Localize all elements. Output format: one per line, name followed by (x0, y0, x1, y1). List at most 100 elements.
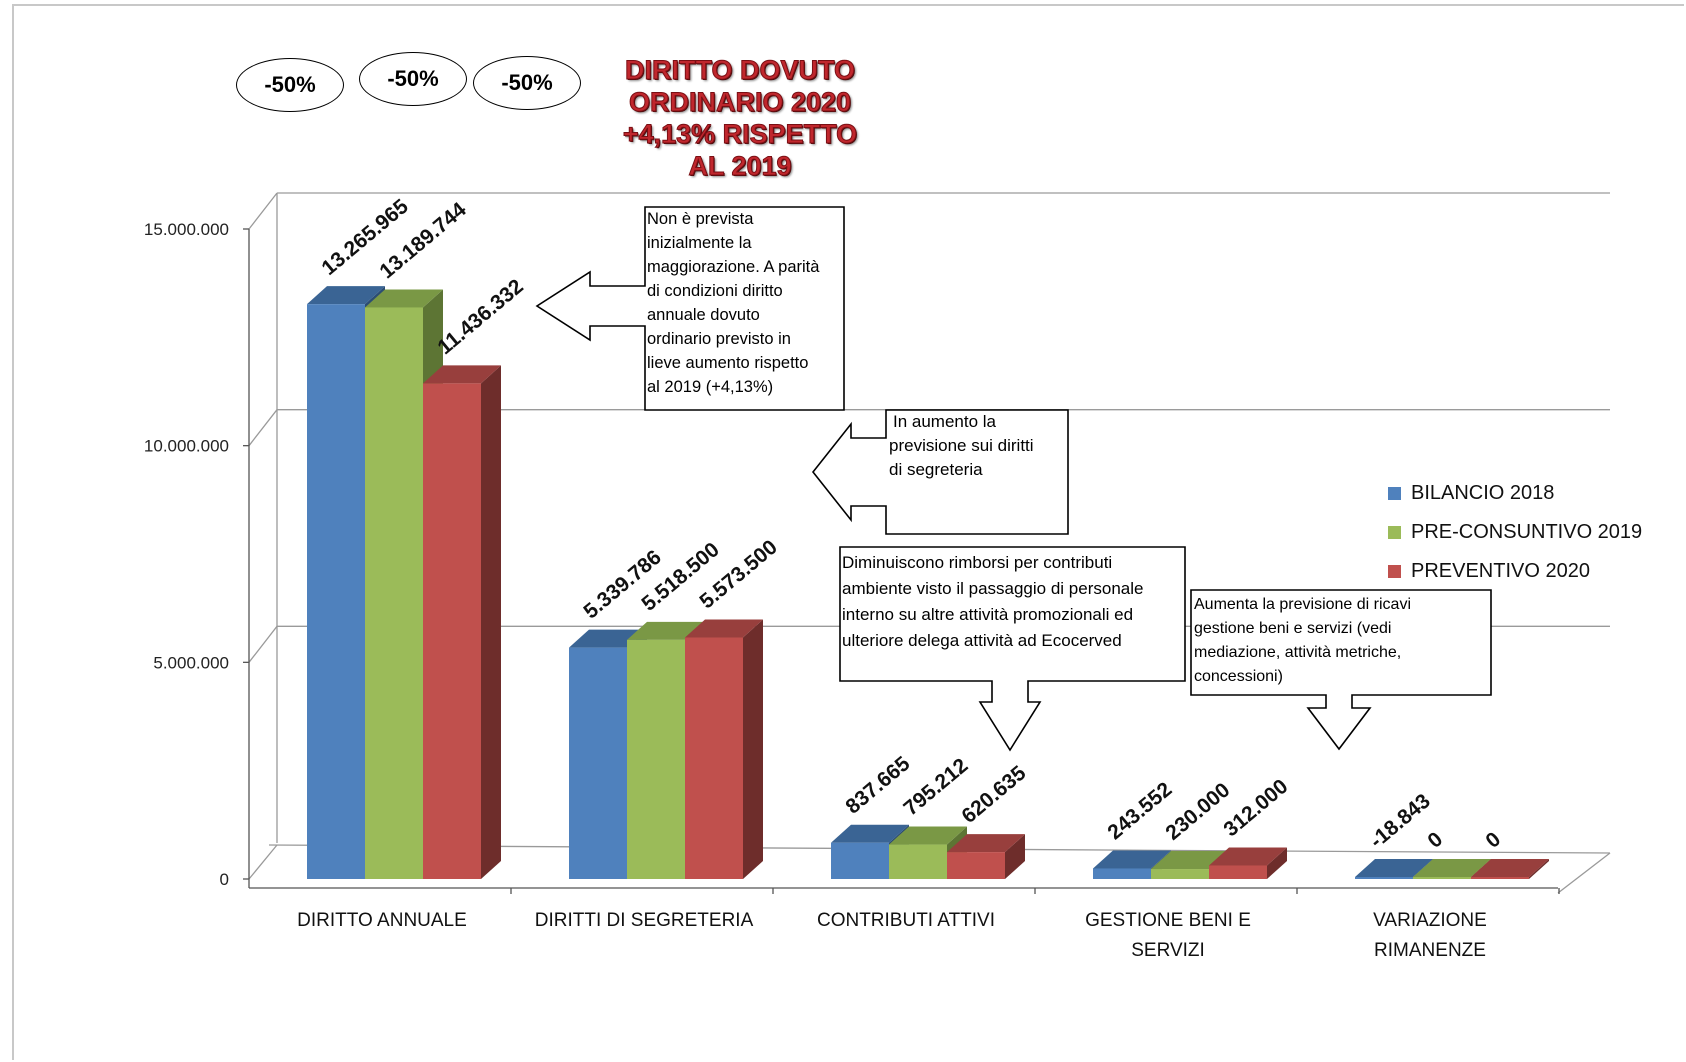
badge-3: -50% (473, 56, 581, 110)
bar-top (1093, 850, 1171, 869)
floor-right-edge (1557, 852, 1611, 894)
callout-gestione-box (1190, 589, 1492, 751)
bar (1355, 877, 1413, 879)
title-line: AL 2019 (688, 151, 792, 182)
callout-line: Aumenta la previsione di ricavi (1194, 596, 1411, 613)
x-category-label: CONTRIBUTI ATTIVI (817, 910, 995, 931)
callout-gestione-text: Aumenta la previsione di ricavi gestione… (1194, 593, 1411, 689)
callout-line: maggiorazione. A parità (647, 258, 820, 276)
bar (1151, 869, 1209, 879)
callout-segreteria-text: In aumento la previsione sui diritti di … (889, 410, 1034, 482)
gridline-diagonal (248, 409, 278, 447)
legend-item: BILANCIO 2018 (1388, 474, 1642, 513)
callout-line: In aumento la (893, 412, 997, 431)
bar-top (831, 824, 909, 843)
gridline-diagonal (248, 625, 278, 663)
chart-title: DIRITTO DOVUTO ORDINARIO 2020 +4,13% RIS… (600, 54, 880, 182)
bar (889, 844, 947, 879)
bar (1093, 868, 1151, 879)
bar (307, 304, 365, 880)
data-label: 243.552 (1103, 778, 1176, 844)
bar-top (1151, 851, 1229, 870)
bar-top (1209, 847, 1287, 866)
x-category-label: GESTIONE BENI E (1085, 910, 1251, 931)
y-tick-label: 5.000.000 (153, 653, 229, 672)
title-line: DIRITTO DOVUTO (624, 55, 855, 86)
bar (627, 639, 685, 879)
bar-side (1005, 834, 1025, 879)
legend-label: BILANCIO 2018 (1411, 482, 1555, 504)
x-category-label: DIRITTO ANNUALE (297, 910, 467, 931)
legend-swatch (1388, 487, 1401, 500)
data-label: 0 (1423, 828, 1447, 853)
bar-top (1471, 859, 1549, 877)
legend-item: PREVENTIVO 2020 (1388, 552, 1642, 591)
bar-side (743, 619, 763, 879)
x-category-label: SERVIZI (1131, 940, 1205, 961)
legend-label: PRE-CONSUNTIVO 2019 (1411, 521, 1643, 543)
bar-side (1267, 847, 1287, 879)
legend-item: PRE-CONSUNTIVO 2019 (1388, 513, 1642, 552)
bar (831, 842, 889, 879)
legend-swatch (1388, 565, 1401, 578)
bar-top (365, 289, 443, 308)
callout-line: interno su altre attività promozionali e… (842, 605, 1134, 624)
bar (1209, 865, 1267, 879)
callout-diritto-annuale-box (535, 206, 845, 411)
callout-line: annuale dovuto (647, 306, 760, 324)
bar-top (423, 365, 501, 384)
legend-label: PREVENTIVO 2020 (1411, 560, 1590, 582)
callout-line: inizialmente la (647, 234, 752, 252)
callout-segreteria-box (811, 409, 1069, 535)
bar-top (1413, 859, 1491, 877)
callout-line: mediazione, attività metriche, (1194, 644, 1402, 661)
x-category-label: VARIAZIONE (1373, 910, 1487, 931)
bar (423, 383, 481, 879)
y-tick-label: 10.000.000 (144, 437, 229, 456)
bar-top (889, 826, 967, 845)
data-label: -18.843 (1365, 789, 1434, 852)
callout-line: concessioni) (1194, 668, 1283, 685)
data-label: 11.436.332 (433, 275, 527, 359)
badge-2: -50% (359, 52, 467, 106)
bar (947, 852, 1005, 879)
callout-line: di condizioni diritto (647, 282, 783, 300)
bar-side (1529, 859, 1549, 879)
y-tick-label: 0 (220, 870, 229, 889)
x-category-label: DIRITTI DI SEGRETERIA (535, 910, 754, 931)
callout-line: lieve aumento rispetto (647, 354, 809, 372)
gridline-diagonal (248, 192, 278, 230)
bar (1413, 877, 1471, 879)
badge-1: -50% (236, 58, 344, 112)
floor-left-edge (248, 844, 278, 880)
bar-top (1355, 859, 1433, 877)
data-label: 312.000 (1219, 775, 1292, 841)
callout-line: ordinario previsto in (647, 330, 791, 348)
bar-top (307, 286, 385, 305)
y-tick-label: 15.000.000 (144, 220, 229, 239)
bar (569, 647, 627, 879)
callout-line: al 2019 (+4,13%) (647, 378, 774, 396)
x-category-label: RIMANENZE (1374, 940, 1486, 961)
legend: BILANCIO 2018 PRE-CONSUNTIVO 2019 PREVEN… (1388, 474, 1642, 591)
callout-line: Diminuiscono rimborsi per contributi (842, 553, 1113, 572)
callout-line: ambiente visto il passaggio di personale (842, 579, 1144, 598)
callout-contributi-box (839, 546, 1186, 752)
bar-top (627, 621, 705, 640)
bar-top (947, 834, 1025, 853)
data-label: 230.000 (1161, 778, 1234, 844)
bar-top (685, 619, 763, 638)
title-line: +4,13% RISPETTO (622, 119, 858, 150)
data-label: 0 (1481, 828, 1505, 853)
legend-swatch (1388, 526, 1401, 539)
callout-line: Non è prevista (647, 210, 754, 228)
callout-line: ulteriore delega attività ad Ecocerved (842, 631, 1122, 650)
callout-diritto-annuale-text: Non è prevista inizialmente la maggioraz… (647, 207, 819, 399)
chart-frame (12, 4, 1684, 1060)
bar (365, 307, 423, 879)
callout-contributi-text: Diminuiscono rimborsi per contributi amb… (842, 550, 1143, 654)
bar (1471, 877, 1529, 879)
bar-side (481, 365, 501, 879)
title-line: ORDINARIO 2020 (628, 87, 852, 118)
